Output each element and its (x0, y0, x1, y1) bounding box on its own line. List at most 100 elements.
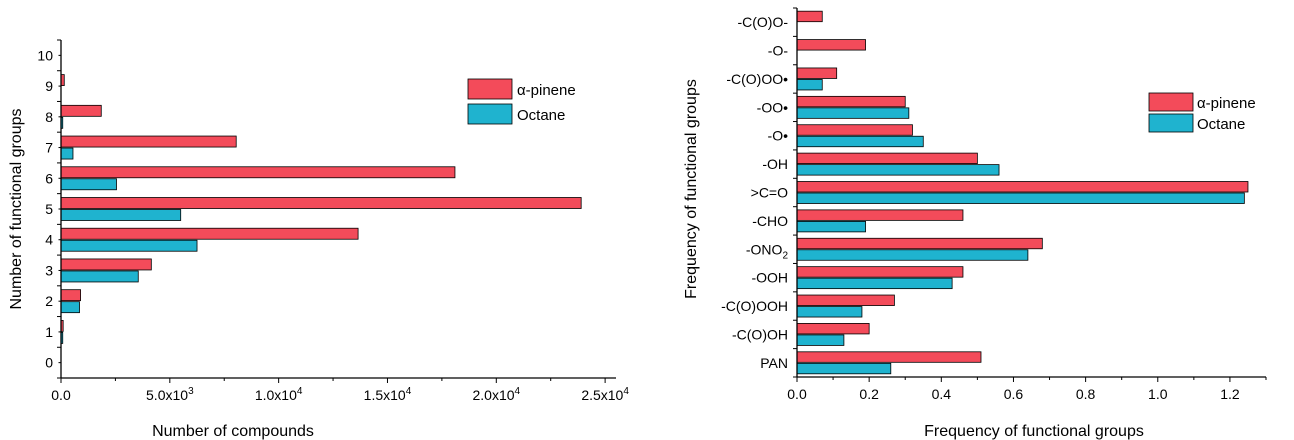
bar (60, 166, 456, 179)
bar (796, 67, 838, 79)
y-tick-label: 10 (37, 47, 53, 63)
bar (796, 266, 964, 278)
x-tick-label: 2.0x104 (472, 386, 520, 403)
y-tick-label-c-o-o: -C(O)O- (737, 14, 788, 30)
y-tick-label-c-o-oh: -C(O)OH (732, 326, 788, 342)
x-tick-label-base: 2.5x10 (581, 387, 623, 403)
legend-swatch-octane (467, 103, 513, 125)
x-tick-label: 0.0 (787, 386, 807, 402)
y-tick-label: 2 (45, 293, 53, 309)
x-tick-label: 0.0 (51, 387, 71, 403)
bar (60, 258, 152, 271)
y-tick-label: 1 (45, 324, 53, 340)
y-tick-label-ooh: -OOH (751, 270, 788, 286)
bar (796, 152, 978, 165)
legend-label-octane: Octane (517, 107, 565, 124)
bar (796, 39, 866, 51)
x-tick-label: 0.2 (859, 386, 879, 402)
x-tick-label-base: 0.0 (51, 387, 71, 403)
bar (60, 197, 582, 209)
y-tick-label: 5 (45, 201, 53, 217)
x-tick-label-base: 1.5x10 (364, 387, 406, 403)
x-tick-label: 0.6 (1004, 386, 1024, 402)
y-tick-label-carbonyl: >C=O (751, 185, 788, 201)
bar (796, 249, 1029, 261)
y-tick-label-c-o-ooh: -C(O)OOH (721, 298, 788, 314)
legend-label-alpha-pinene: α-pinene (517, 82, 576, 99)
bar (60, 270, 139, 283)
x-tick-label-exponent: 4 (406, 386, 412, 397)
x-tick-label-base: 1.0x10 (255, 387, 297, 403)
functional-group-frequency-chart: PAN -C(O)OH -C(O)OOH -OOH -ONO2 -CHO >C=O -OH -O… (683, 7, 1267, 440)
legend-swatch-alpha-pinene (1148, 92, 1194, 112)
bar (796, 107, 910, 119)
y-tick-label: 3 (45, 262, 53, 278)
bar (60, 209, 182, 221)
x-tick-label: 0.4 (932, 386, 952, 402)
bar (796, 334, 845, 346)
bar (796, 209, 964, 221)
y-tick-label-alkoxy-radical: -O• (768, 128, 789, 144)
bar (796, 135, 924, 148)
bar (796, 323, 870, 335)
bar (796, 294, 895, 306)
bar (796, 237, 1043, 250)
y-tick-label: 6 (45, 170, 53, 186)
x-tick-label: 1.0x104 (255, 386, 303, 403)
bar (60, 227, 359, 240)
bar (60, 147, 74, 160)
bar (796, 351, 982, 363)
bar (60, 104, 102, 117)
x-tick-label: 1.5x104 (364, 386, 412, 403)
bar (60, 239, 198, 252)
bar (796, 164, 1000, 176)
bar (796, 220, 866, 233)
legend-label-alpha-pinene: α-pinene (1197, 95, 1256, 112)
bar (796, 362, 892, 375)
bar (796, 277, 953, 290)
x-tick-label-base: 5.0x10 (146, 387, 188, 403)
y-tick-label-ono2: -ONO2 (746, 241, 789, 261)
y-axis-title: Frequency of functional groups (683, 79, 700, 299)
legend-swatch-alpha-pinene (467, 78, 513, 100)
bar (796, 181, 1249, 193)
x-axis-title: Number of compounds (152, 423, 314, 440)
bar (796, 124, 913, 136)
y-axis-title: Number of functional groups (8, 109, 25, 310)
x-tick-label-exponent: 4 (623, 386, 629, 397)
y-tick-label-o: -O- (768, 43, 789, 59)
bar (796, 95, 906, 108)
x-tick-label: 5.0x103 (146, 386, 194, 403)
bar (60, 289, 81, 302)
y-tick-label-subscript: 2 (782, 250, 788, 261)
x-tick-label-exponent: 3 (188, 386, 194, 397)
y-tick-label: 0 (45, 355, 53, 371)
x-tick-label-base: 2.0x10 (472, 387, 514, 403)
bar (796, 79, 823, 91)
x-axis-title: Frequency of functional groups (924, 423, 1144, 440)
y-tick-label-acylperoxy-radical: -C(O)OO• (726, 71, 788, 87)
bar (60, 178, 117, 191)
y-tick-label-oh: -OH (762, 156, 788, 172)
y-tick-label-cho: -CHO (752, 213, 788, 229)
bar (60, 135, 237, 148)
y-tick-label: 9 (45, 78, 53, 94)
y-tick-label-peroxy-radical: -OO• (757, 99, 788, 115)
x-tick-label: 0.8 (1076, 386, 1096, 402)
y-tick-label: 7 (45, 140, 53, 156)
x-tick-label: 1.0 (1148, 386, 1168, 402)
y-tick-label-text: -ONO (746, 241, 783, 257)
bar (60, 301, 80, 314)
bar (796, 306, 863, 318)
y-tick-label: 8 (45, 109, 53, 125)
x-tick-label-exponent: 4 (297, 386, 303, 397)
bar (796, 10, 823, 23)
legend-label-octane: Octane (1197, 116, 1245, 133)
y-tick-label: 4 (45, 232, 53, 248)
x-tick-label: 1.2 (1220, 386, 1240, 402)
x-tick-label-exponent: 4 (515, 386, 521, 397)
bar (796, 192, 1245, 204)
y-tick-label-pan: PAN (760, 355, 788, 371)
